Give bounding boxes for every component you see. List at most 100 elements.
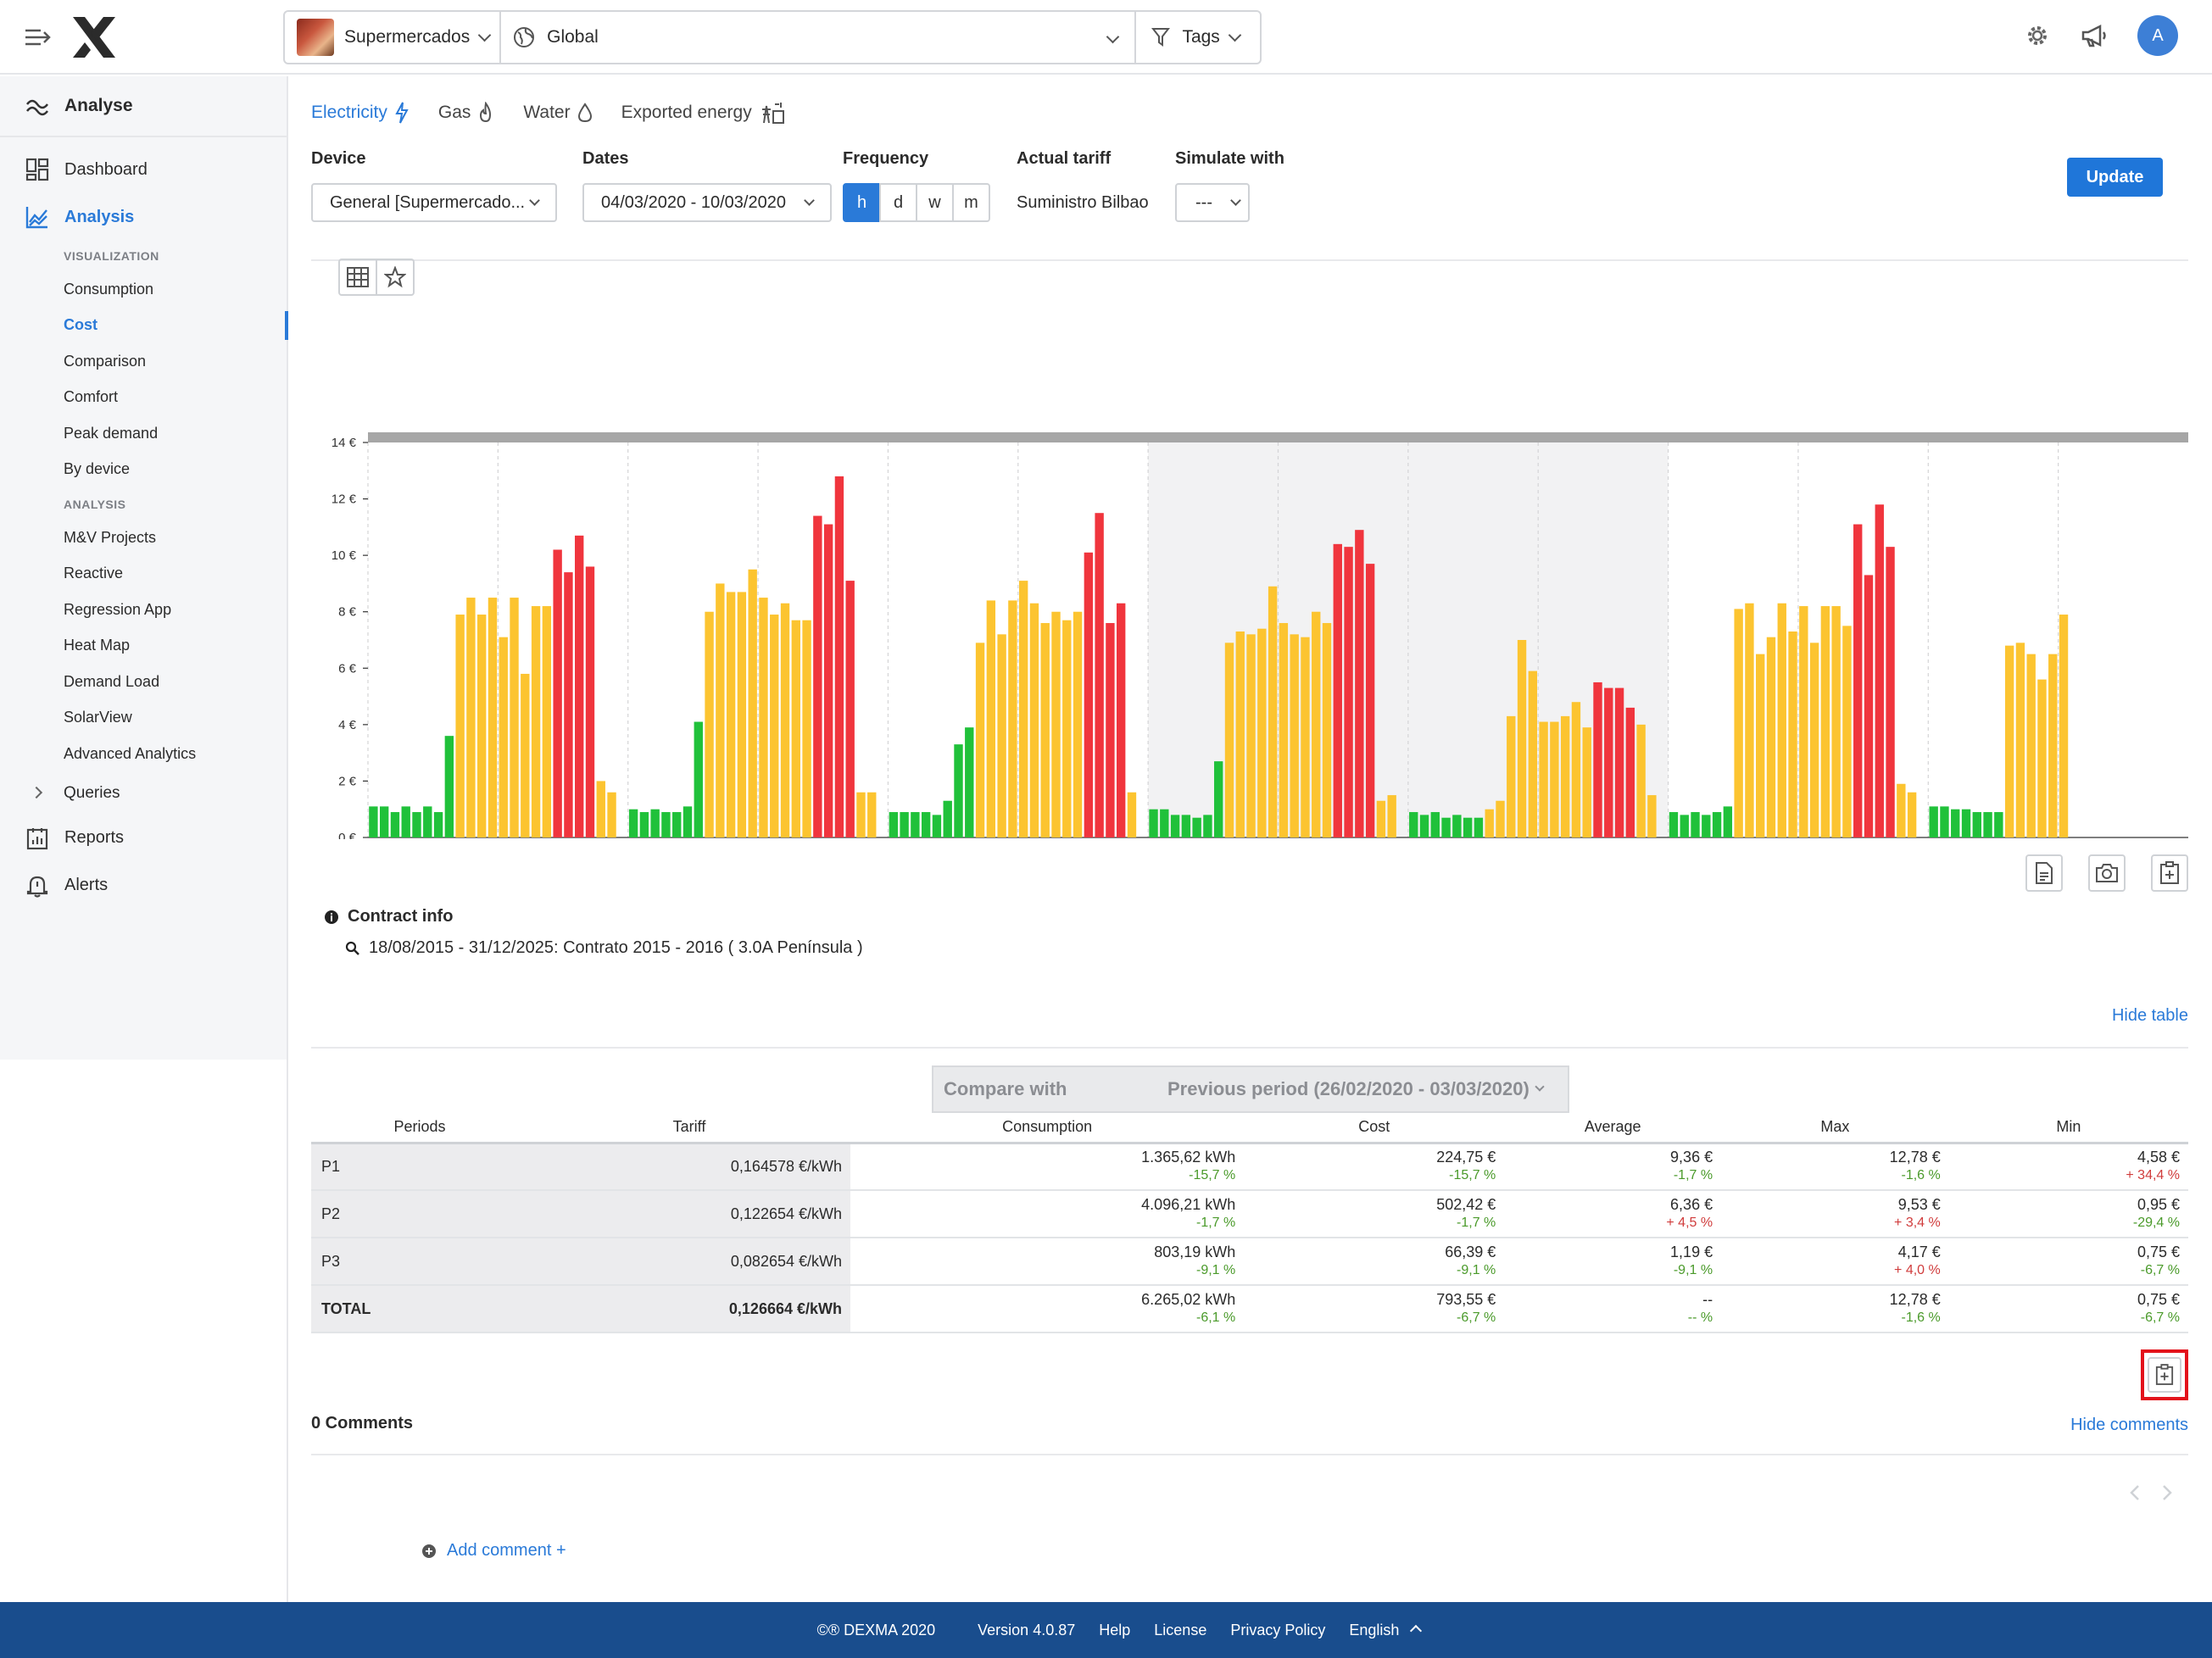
cost-bar <box>716 583 725 837</box>
sidebar-subitem-consumption[interactable]: Consumption <box>64 280 154 298</box>
table-view-button[interactable] <box>338 259 377 296</box>
value-cell: 6,36 € + 4,5 % <box>1504 1190 1722 1238</box>
sidebar-subitem-solarview[interactable]: SolarView <box>64 709 132 726</box>
sidebar-item-queries[interactable]: Queries <box>0 772 287 815</box>
cost-bar <box>1322 623 1332 837</box>
add-to-report-button[interactable] <box>2151 854 2188 892</box>
update-button[interactable]: Update <box>2067 158 2163 197</box>
value-cell: 0,95 € -29,4 % <box>1948 1190 2188 1238</box>
cost-bar <box>1430 812 1440 837</box>
cost-bar <box>1983 812 1992 837</box>
sidebar-item-reports[interactable]: Reports <box>0 815 287 862</box>
gear-icon[interactable] <box>2024 22 2051 49</box>
cost-bar <box>802 620 811 837</box>
device-value: General [Supermercado... <box>330 192 526 212</box>
user-avatar[interactable]: A <box>2137 15 2178 56</box>
sidebar-subitem-demand-load[interactable]: Demand Load <box>64 672 160 690</box>
sidebar-subitem-regression-app[interactable]: Regression App <box>64 600 172 618</box>
cost-bar <box>1820 606 1830 837</box>
sidebar-subitem-by-device[interactable]: By device <box>64 460 131 478</box>
dexma-logo[interactable] <box>71 15 117 59</box>
cell-value: 6.265,02 kWh <box>1141 1291 1236 1308</box>
menu-toggle-icon[interactable] <box>24 24 53 51</box>
value-cell: 12,78 € -1,6 % <box>1721 1285 1949 1333</box>
value-cell: 0,75 € -6,7 % <box>1948 1238 2188 1286</box>
cell-variation: -29,4 % <box>2132 1216 2180 1230</box>
cost-bar <box>1355 530 1364 837</box>
help-link[interactable]: Help <box>1099 1621 1131 1639</box>
cell-value: 4.096,21 kWh <box>1141 1196 1236 1213</box>
tab-electricity[interactable]: Electricity <box>311 102 410 124</box>
cost-bar <box>455 615 465 837</box>
sidebar-subitem-m-v-projects[interactable]: M&V Projects <box>64 528 157 546</box>
cost-bar <box>1301 637 1310 837</box>
cost-bar <box>1485 809 1494 837</box>
hide-comments-link[interactable]: Hide comments <box>2070 1416 2188 1434</box>
compare-with-value: Previous period (26/02/2020 - 03/03/2020… <box>1167 1078 1545 1100</box>
cost-bar <box>1333 543 1342 837</box>
tariff-cell: 0,082654 €/kWh <box>528 1238 850 1286</box>
sidebar-item-analyse[interactable]: Analyse <box>0 76 287 137</box>
contract-line-text: 18/08/2015 - 31/12/2025: Contrato 2015 -… <box>369 938 863 957</box>
cost-bar <box>770 615 779 837</box>
dashboard-icon <box>25 158 49 181</box>
cell-variation: -1,7 % <box>1457 1216 1496 1230</box>
sidebar-item-alerts[interactable]: Alerts <box>0 862 287 910</box>
favorite-button[interactable] <box>376 259 415 296</box>
add-comment-link[interactable]: Add comment + <box>421 1541 566 1561</box>
frequency-monthly-button[interactable]: m <box>952 183 990 222</box>
export-document-button[interactable] <box>2025 854 2063 892</box>
frequency-weekly-button[interactable]: w <box>916 183 954 222</box>
cost-bar <box>672 812 682 837</box>
sidebar-subitem-advanced-analytics[interactable]: Advanced Analytics <box>64 744 197 762</box>
chevron-right-icon[interactable] <box>2161 1483 2173 1502</box>
chevron-down-icon <box>804 194 815 206</box>
megaphone-icon[interactable] <box>2080 23 2109 48</box>
tab-water[interactable]: Water <box>523 102 592 124</box>
scope-selector[interactable]: Global <box>501 12 1137 63</box>
sidebar-subitem-comfort[interactable]: Comfort <box>64 388 119 406</box>
building-selector[interactable]: Supermercados <box>285 12 502 63</box>
cost-bar <box>726 592 736 837</box>
tab-gas[interactable]: Gas <box>438 102 495 124</box>
divider <box>311 1047 2188 1049</box>
sidebar-subitem-heat-map[interactable]: Heat Map <box>64 637 131 654</box>
cell-variation: -6,7 % <box>1457 1310 1496 1325</box>
license-link[interactable]: License <box>1154 1621 1207 1639</box>
cost-bar <box>466 598 476 837</box>
device-select[interactable]: General [Supermercado... <box>311 183 557 222</box>
hide-table-link[interactable]: Hide table <box>2111 1006 2188 1025</box>
cost-bar <box>780 603 790 837</box>
sidebar-subitem-comparison[interactable]: Comparison <box>64 352 147 370</box>
chevron-left-icon[interactable] <box>2129 1483 2141 1502</box>
privacy-policy-link[interactable]: Privacy Policy <box>1230 1621 1326 1639</box>
cost-bar <box>834 476 844 837</box>
frequency-hourly-button[interactable]: h <box>843 183 881 222</box>
contract-line[interactable]: 18/08/2015 - 31/12/2025: Contrato 2015 -… <box>324 938 863 958</box>
cost-bar <box>1972 812 1981 837</box>
screenshot-button[interactable] <box>2088 854 2126 892</box>
language-selector[interactable]: English <box>1349 1622 1423 1639</box>
add-table-to-report-button[interactable] <box>2141 1349 2188 1400</box>
sidebar-subitem-reactive[interactable]: Reactive <box>64 565 124 582</box>
sidebar-subitem-cost[interactable]: Cost <box>0 308 288 344</box>
simulate-select[interactable]: --- <box>1175 183 1250 222</box>
sidebar-subitem-peak-demand[interactable]: Peak demand <box>64 424 159 442</box>
cost-bar <box>791 620 800 837</box>
sidebar-item-dashboard[interactable]: Dashboard <box>0 146 287 193</box>
tags-filter[interactable]: Tags <box>1136 12 1260 63</box>
contract-title-text: Contract info <box>348 907 454 926</box>
cost-bar <box>379 806 389 837</box>
tab-exported-energy[interactable]: Exported energy <box>621 101 786 125</box>
cost-bar <box>596 781 605 837</box>
sidebar-item-analysis[interactable]: Analysis <box>0 193 287 241</box>
cost-bar <box>575 535 584 837</box>
frequency-daily-button[interactable]: d <box>879 183 917 222</box>
cost-bar <box>1257 628 1267 837</box>
chart-navigator-bar <box>368 432 2188 442</box>
value-cell: 9,36 € -1,7 % <box>1504 1143 1722 1191</box>
date-range-picker[interactable]: 04/03/2020 - 10/03/2020 <box>582 183 832 222</box>
cost-bar <box>1647 795 1657 837</box>
cost-bar <box>1051 611 1061 837</box>
compare-with-selector[interactable]: Compare with Previous period (26/02/2020… <box>932 1065 1569 1113</box>
